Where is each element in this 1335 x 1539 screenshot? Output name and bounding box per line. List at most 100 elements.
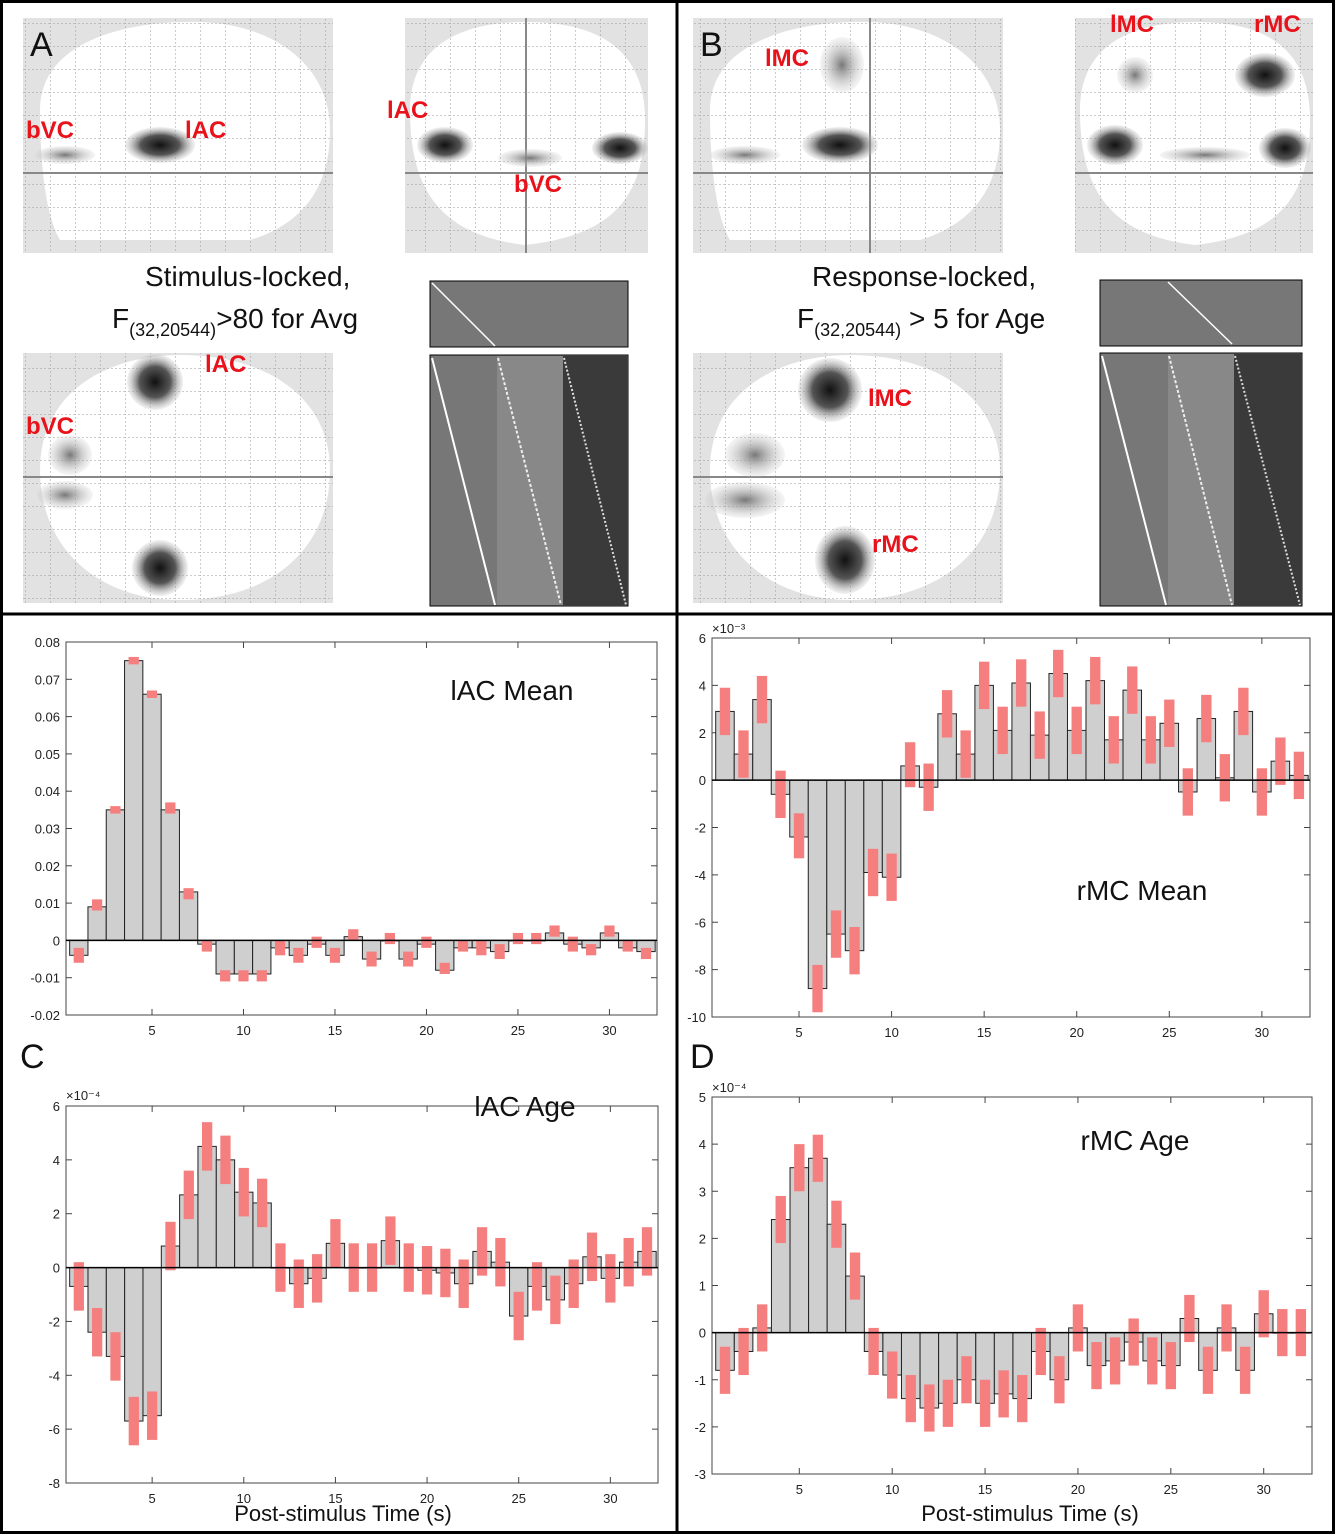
glass-brain-axial-b: lMC rMC (693, 353, 1003, 603)
error-bar (942, 1379, 954, 1427)
error-bar (1053, 649, 1064, 698)
error-bar (738, 1327, 749, 1376)
x-tick-label: 5 (149, 1491, 156, 1506)
error-bar (719, 1346, 731, 1394)
error-bar (494, 944, 505, 960)
error-bar (421, 1246, 433, 1295)
error-bar (256, 1178, 268, 1228)
x-tick-label: 5 (795, 1025, 802, 1040)
error-bar (868, 1327, 879, 1376)
chart-title: lAC Age (474, 1091, 575, 1122)
x-tick-label: 10 (236, 1023, 250, 1038)
y-tick-label: -0.02 (30, 1008, 60, 1023)
x-tick-label: 5 (148, 1023, 155, 1038)
label-rmc-axial: rMC (872, 531, 919, 558)
y-tick-label: 0.06 (35, 710, 60, 725)
panel-letter-d: D (690, 1038, 715, 1076)
glass-brain-sagittal: bVC lAC (23, 18, 333, 253)
error-bar (830, 910, 842, 958)
y-tick-label: -4 (48, 1368, 60, 1383)
chart-lac-age: -8 -6 -4 -2 0 2 4 6 5 10 15 20 25 30 ×10⁻⁴ lAC Age (48, 1088, 659, 1506)
error-bar (924, 1384, 935, 1432)
error-bar (330, 1219, 341, 1268)
error-bar (1128, 1318, 1139, 1366)
glass-brain-coronal: lAC bVC (387, 18, 648, 253)
panel-letter-b: B (700, 26, 723, 64)
bar (124, 660, 144, 941)
error-bar (549, 925, 560, 937)
error-bar (531, 932, 542, 945)
y-tick-label: 2 (699, 726, 706, 741)
label-lmc-axial: lMC (868, 385, 912, 412)
label-rmc-coronal: rMC (1254, 11, 1301, 38)
error-bar (348, 929, 359, 941)
error-bar (458, 1259, 469, 1308)
error-bar (1275, 737, 1286, 785)
error-bar (495, 1237, 506, 1287)
bar (807, 779, 828, 990)
error-bar (421, 936, 432, 948)
error-bar (1034, 711, 1045, 759)
error-bar (756, 1304, 768, 1352)
y-tick-label: 6 (53, 1099, 60, 1114)
error-bar (147, 1391, 158, 1440)
error-bar (1071, 706, 1082, 755)
exponent-label: ×10⁻³ (712, 621, 746, 636)
error-bar (1091, 1342, 1102, 1390)
error-bar (998, 1370, 1009, 1418)
y-tick-label: -3 (694, 1467, 706, 1482)
glass-brain-axial: lAC bVC (23, 351, 333, 603)
y-tick-label: -0.01 (30, 971, 60, 986)
y-tick-label: 4 (699, 678, 706, 693)
bar (808, 1157, 828, 1334)
y-tick-label: 2 (53, 1207, 60, 1222)
error-bar (1239, 1346, 1251, 1394)
error-bar (586, 1232, 598, 1282)
error-bar (923, 763, 934, 811)
x-tick-label: 5 (796, 1482, 803, 1497)
x-tick-label: 15 (978, 1482, 992, 1497)
error-bar (978, 661, 990, 710)
chart-title: rMC Mean (1077, 875, 1208, 906)
x-tick-label: 30 (603, 1491, 617, 1506)
error-bar (550, 1275, 561, 1325)
error-bar (905, 1375, 916, 1423)
y-tick-label: 5 (699, 1090, 706, 1105)
y-tick-label: 0.07 (35, 672, 60, 687)
error-bar (91, 899, 103, 911)
error-bar (738, 730, 749, 778)
error-bar (997, 706, 1008, 755)
error-bar (1182, 768, 1193, 816)
glass-brain-coronal-b: lMC rMC (1075, 11, 1313, 253)
error-bar (604, 925, 615, 937)
error-bar (831, 1200, 842, 1248)
y-tick-label: 0.04 (35, 784, 60, 799)
y-tick-label: 0.02 (35, 859, 60, 874)
error-bar (238, 970, 249, 982)
chart-rmc-mean: -10 -8 -6 -4 -2 0 2 4 6 5 10 15 20 25 30 ×10⁻³ rMC Mean (687, 621, 1311, 1040)
y-tick-label: 0.05 (35, 747, 60, 762)
error-bar (329, 947, 341, 963)
error-bar (623, 1237, 634, 1287)
error-bar (1221, 1304, 1232, 1352)
error-bar (403, 951, 414, 967)
error-bar (1201, 694, 1212, 743)
y-tick-label: -2 (694, 821, 706, 836)
error-bar (794, 1144, 805, 1192)
error-bar (1015, 659, 1027, 707)
error-bar (440, 1248, 451, 1298)
error-bar (1035, 1327, 1046, 1376)
error-bar (960, 730, 971, 778)
bar (252, 939, 272, 975)
error-bar (793, 813, 805, 859)
error-bar (586, 944, 597, 956)
error-bar (719, 687, 731, 736)
x-tick-label: 15 (328, 1023, 342, 1038)
panel-b: lMC B lMC rMC lMC rMC (693, 11, 1313, 607)
y-tick-label: 6 (699, 631, 706, 646)
error-bar (293, 1259, 304, 1308)
error-bar (366, 951, 377, 967)
bar (789, 1167, 810, 1334)
glass-brain-sagittal-b: lMC (693, 18, 1003, 253)
